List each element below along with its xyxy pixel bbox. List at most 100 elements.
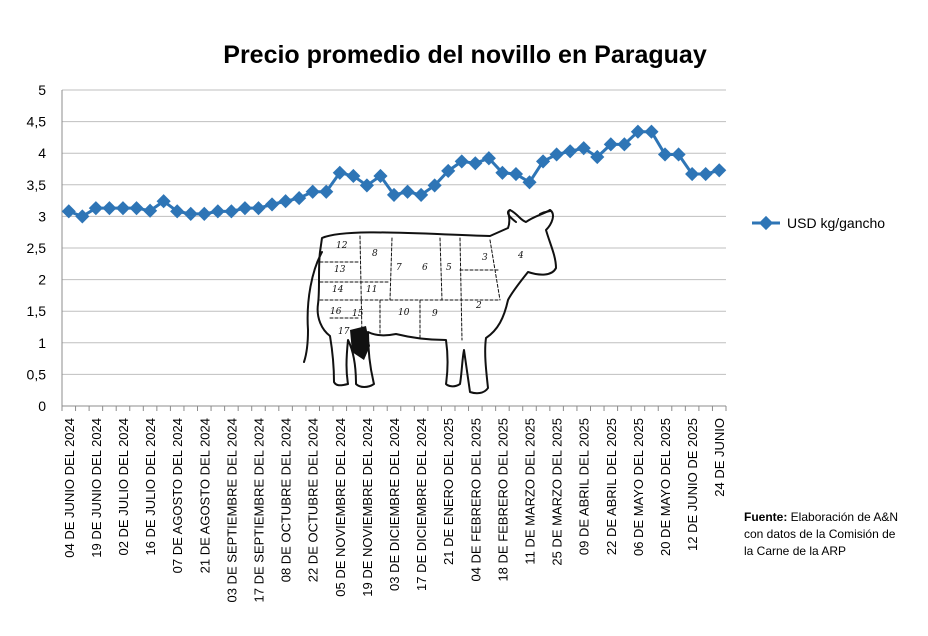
cow-cut-number: 16 bbox=[330, 307, 342, 317]
data-point bbox=[414, 187, 429, 202]
data-point bbox=[400, 184, 415, 199]
x-tick-label: 03 DE SEPTIEMBRE DEL 2024 bbox=[224, 418, 239, 603]
data-point bbox=[644, 124, 659, 139]
data-point bbox=[603, 137, 618, 152]
cow-cut-number: 6 bbox=[422, 263, 428, 273]
data-point bbox=[88, 201, 103, 216]
x-tick-label: 04 DE JUNIO DEL 2024 bbox=[62, 418, 77, 558]
x-tick-label: 17 DE SEPTIEMBRE DEL 2024 bbox=[251, 418, 266, 603]
x-tick-label: 16 DE JULIO DEL 2024 bbox=[143, 418, 158, 556]
x-tick-label: 19 DE NOVIEMBRE DEL 2024 bbox=[360, 418, 375, 597]
data-point bbox=[305, 184, 320, 199]
cow-tail bbox=[303, 251, 323, 363]
cow-cut-number: 13 bbox=[334, 265, 346, 275]
cow-cut-number: 15 bbox=[352, 309, 364, 319]
data-point bbox=[292, 191, 307, 206]
data-point bbox=[617, 137, 632, 152]
cow-cut-number: 9 bbox=[432, 309, 438, 319]
cow-illustration bbox=[303, 209, 557, 395]
x-tick-label: 18 DE FEBRERO DEL 2025 bbox=[495, 418, 510, 582]
x-tick-label: 19 DE JUNIO DEL 2024 bbox=[89, 418, 104, 558]
x-tick-label: 22 DE ABRIL DEL 2025 bbox=[604, 418, 619, 555]
data-point bbox=[576, 141, 591, 156]
data-point bbox=[251, 201, 266, 216]
x-tick-label: 25 DE MARZO DEL 2025 bbox=[550, 418, 565, 566]
y-tick-label: 0,5 bbox=[27, 366, 47, 382]
data-point bbox=[156, 194, 171, 209]
data-point bbox=[386, 187, 402, 202]
data-point bbox=[170, 204, 185, 219]
x-axis-ticks: 04 DE JUNIO DEL 2024 19 DE JUNIO DEL 2024… bbox=[61, 406, 727, 603]
x-tick-label: 04 DE FEBRERO DEL 2025 bbox=[468, 418, 483, 582]
y-tick-label: 3,5 bbox=[27, 177, 47, 193]
data-point bbox=[685, 166, 700, 182]
source-label: Fuente: bbox=[744, 510, 788, 524]
x-tick-label: 03 DE DICIEMBRE DEL 2024 bbox=[387, 418, 402, 591]
data-point bbox=[319, 184, 334, 199]
legend-marker bbox=[758, 215, 774, 231]
source-note: Fuente: Elaboración de A&N con datos de … bbox=[744, 509, 904, 560]
cow-cut-number: 12 bbox=[336, 241, 348, 251]
data-point bbox=[481, 151, 496, 166]
x-tick-label: 02 DE JULIO DEL 2024 bbox=[116, 418, 131, 556]
x-tick-label: 12 DE JUNIO DE 2025 bbox=[685, 418, 700, 551]
data-point bbox=[630, 124, 645, 139]
cow-cut-number: 3 bbox=[482, 253, 488, 263]
data-point bbox=[210, 204, 225, 219]
data-point bbox=[657, 147, 673, 162]
data-point bbox=[427, 178, 442, 193]
cow-cut-number: 17 bbox=[338, 327, 350, 337]
data-point bbox=[563, 144, 578, 159]
x-tick-label: 22 DE OCTUBRE DEL 2024 bbox=[306, 418, 321, 582]
x-tick-label: 08 DE OCTUBRE DEL 2024 bbox=[279, 418, 294, 582]
cow-cut-numbers: 12 8 7 6 5 3 4 13 14 11 16 15 10 9 2 17 bbox=[330, 241, 524, 337]
x-tick-label: 05 DE NOVIEMBRE DEL 2024 bbox=[333, 418, 348, 597]
cow-cut-number: 14 bbox=[332, 285, 344, 295]
series-usd-kg-gancho bbox=[61, 124, 727, 224]
data-point bbox=[698, 166, 713, 182]
data-point bbox=[143, 203, 158, 218]
cow-cut-number: 11 bbox=[366, 285, 377, 295]
legend: USD kg/gancho bbox=[752, 215, 885, 231]
data-point bbox=[61, 204, 76, 219]
x-tick-label: 17 DE DICIEMBRE DEL 2024 bbox=[414, 418, 429, 591]
x-tick-label: 21 DE AGOSTO DEL 2024 bbox=[197, 418, 212, 573]
y-tick-label: 1,5 bbox=[27, 303, 47, 319]
cow-cut-number: 4 bbox=[517, 251, 524, 261]
y-tick-label: 1 bbox=[38, 335, 46, 351]
y-tick-label: 3 bbox=[38, 208, 46, 224]
x-tick-label: 20 DE MAYO DEL 2025 bbox=[658, 418, 673, 556]
data-point bbox=[115, 201, 131, 216]
data-point bbox=[102, 201, 117, 216]
gridlines bbox=[61, 89, 726, 407]
cow-cut-number: 10 bbox=[398, 308, 410, 318]
data-point bbox=[535, 154, 551, 169]
y-tick-label: 4,5 bbox=[27, 114, 47, 130]
data-point bbox=[454, 154, 469, 169]
data-point bbox=[264, 197, 280, 212]
legend-label: USD kg/gancho bbox=[787, 215, 885, 231]
data-point bbox=[332, 165, 347, 180]
cow-body-outline bbox=[316, 209, 557, 395]
x-tick-label: 24 DE JUNIO bbox=[712, 418, 727, 497]
x-tick-label: 21 DE ENERO DEL 2025 bbox=[441, 418, 456, 565]
data-point bbox=[237, 201, 253, 216]
cow-cut-number: 7 bbox=[396, 263, 402, 273]
data-point bbox=[549, 147, 564, 162]
x-tick-label: 06 DE MAYO DEL 2025 bbox=[631, 418, 646, 556]
data-point bbox=[441, 163, 456, 178]
x-tick-label: 07 DE AGOSTO DEL 2024 bbox=[170, 418, 185, 573]
data-point bbox=[129, 201, 144, 216]
data-point bbox=[224, 204, 239, 219]
data-point bbox=[75, 209, 90, 224]
y-tick-label: 2,5 bbox=[27, 240, 47, 256]
cow-cut-number: 5 bbox=[446, 263, 452, 273]
y-tick-label: 4 bbox=[38, 145, 46, 161]
y-axis-ticks: 0 0,5 1 1,5 2 2,5 3 3,5 4 4,5 5 bbox=[27, 82, 47, 414]
chart-title: Precio promedio del novillo en Paraguay bbox=[223, 41, 707, 69]
data-point bbox=[712, 163, 727, 178]
cow-cut-number: 2 bbox=[475, 301, 482, 311]
data-point bbox=[373, 168, 388, 184]
y-tick-label: 5 bbox=[38, 82, 46, 98]
